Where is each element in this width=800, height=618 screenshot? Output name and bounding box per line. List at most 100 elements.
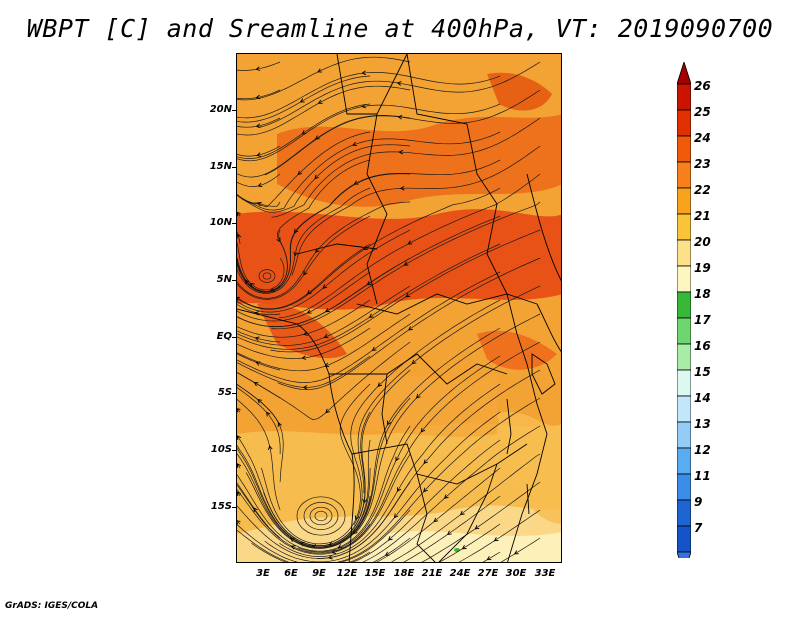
streamline-arrow	[322, 284, 328, 289]
lat-label-5n: 5N	[216, 274, 232, 285]
colorbar-label-17: 17	[694, 313, 711, 327]
border-5	[329, 353, 508, 385]
field-warm-north	[277, 114, 561, 207]
streamline	[237, 399, 281, 511]
streamline-arrow	[255, 94, 261, 100]
streamline-arrow	[327, 554, 333, 560]
streamline-arrow	[433, 517, 439, 523]
streamline-arrow	[293, 228, 299, 234]
streamline-arrow	[446, 530, 452, 535]
streamline-arrow	[299, 98, 305, 103]
lat-tick	[232, 450, 236, 451]
streamline	[237, 327, 371, 359]
lat-label-10n: 10N	[209, 217, 232, 228]
colorbar-arrow-bottom	[677, 551, 691, 558]
streamline	[237, 257, 411, 327]
lat-tick	[232, 507, 236, 508]
streamline-arrow	[257, 182, 263, 188]
streamline-arrow	[237, 435, 242, 440]
streamline-arrow	[301, 355, 307, 360]
streamline-arrow	[399, 186, 405, 191]
colorbar-box	[677, 83, 691, 111]
streamline-arrow	[317, 68, 323, 73]
streamline-arrow	[387, 420, 392, 426]
streamline	[237, 509, 411, 562]
colorbar-box	[677, 343, 691, 371]
streamline-arrow	[352, 529, 358, 535]
lat-label-20n: 20N	[209, 104, 232, 115]
streamline-arrow	[362, 498, 367, 504]
streamline-arrow	[277, 422, 282, 427]
streamline	[237, 529, 371, 562]
colorbar-box	[677, 265, 691, 293]
streamline	[237, 215, 371, 300]
streamline	[237, 173, 411, 293]
colorbar-label-19: 19	[694, 261, 711, 275]
streamline-arrow	[255, 66, 261, 71]
colorbar-box	[677, 317, 691, 345]
border-3	[406, 54, 508, 295]
colorbar-box	[677, 291, 691, 319]
streamline-arrow	[396, 81, 402, 86]
colorbar-label-13: 13	[694, 417, 711, 431]
colorbar-box	[677, 187, 691, 215]
colorbar-label-12: 12	[694, 443, 711, 457]
colorbar-label-16: 16	[694, 339, 711, 353]
streamline-arrow	[513, 550, 519, 555]
border-10	[438, 463, 498, 562]
streamline	[237, 520, 241, 525]
streamline-arrow	[403, 261, 409, 266]
streamline-arrow	[314, 174, 319, 180]
streamline	[500, 537, 541, 562]
colorbar-label-24: 24	[694, 131, 711, 145]
streamline	[237, 313, 411, 372]
streamline-arrow	[244, 279, 250, 285]
streamline	[237, 482, 281, 539]
colorbar-label-21: 21	[694, 209, 711, 223]
streamline	[237, 387, 281, 455]
streamline	[237, 372, 281, 399]
streamline	[237, 259, 281, 293]
colorbar-box	[677, 135, 691, 163]
lat-tick	[232, 337, 236, 338]
streamline-arrow	[368, 313, 374, 318]
lake-tanganyika	[506, 398, 512, 455]
lat-label-15n: 15N	[209, 161, 232, 172]
streamline	[237, 144, 411, 213]
lat-label-eq: EQ	[216, 331, 232, 342]
colorbar-arrow-top	[677, 62, 691, 85]
lon-label-12e: 12E	[336, 568, 358, 579]
colorbar-box	[677, 369, 691, 397]
streamline	[237, 243, 501, 350]
streamline-arrow	[303, 270, 308, 276]
lon-label-3e: 3E	[256, 568, 270, 579]
field-warm-east	[477, 330, 557, 370]
colorbar-box	[677, 239, 691, 267]
colorbar-label-14: 14	[694, 391, 711, 405]
field-east-patch	[497, 412, 561, 524]
border-12	[416, 473, 436, 562]
streamline-arrow	[293, 251, 298, 257]
streamline-arrow	[290, 545, 296, 550]
chart-title: WBPT [C] and Sreamline at 400hPa, VT: 20…	[26, 14, 774, 43]
streamline-arrow	[302, 331, 308, 336]
streamline	[237, 439, 371, 548]
border-7	[351, 443, 528, 485]
border-2	[366, 113, 388, 305]
streamline-arrow	[253, 382, 259, 387]
streamline-arrow	[443, 494, 449, 499]
streamline	[237, 85, 411, 136]
streamline	[237, 89, 281, 100]
lake-victoria	[531, 353, 556, 395]
streamline-arrow	[461, 544, 467, 550]
streamline-arrow	[255, 123, 261, 128]
streamline-arrow	[237, 296, 241, 301]
streamline-arrow	[317, 99, 323, 104]
streamline-arrow	[384, 551, 390, 556]
streamline	[421, 481, 541, 562]
streamline	[237, 212, 241, 217]
lon-label-27e: 27E	[477, 568, 499, 579]
streamline-arrow	[415, 393, 421, 399]
colorbar-label-7: 7	[694, 521, 703, 535]
streamline-arrow	[237, 491, 241, 497]
